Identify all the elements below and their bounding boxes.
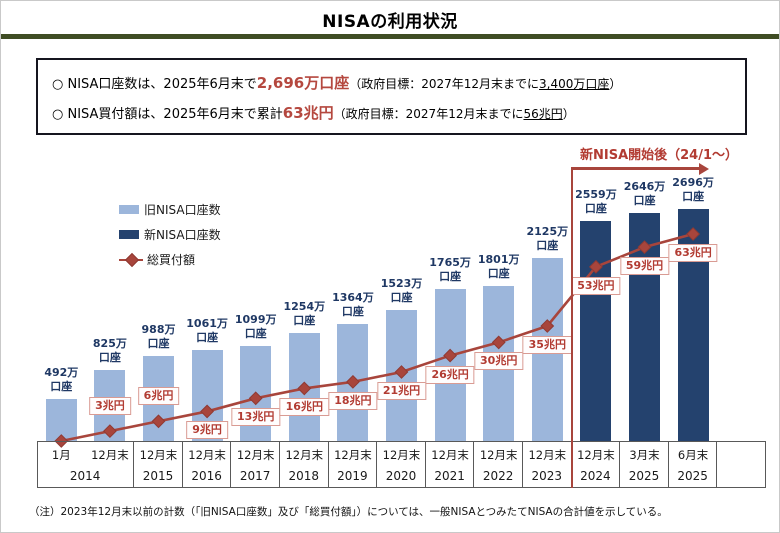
new-nisa-boundary-line: [570, 167, 574, 488]
old-nisa-swatch-icon: [119, 205, 139, 214]
axis-cell: 12月末 2020: [377, 441, 426, 488]
bar-value-label: 1801万 口座: [477, 253, 520, 281]
bar-value-label: 492万 口座: [44, 365, 79, 393]
axis-year-label: 2021: [434, 469, 465, 483]
axis-cell: 1月 12月末 2014: [37, 441, 135, 488]
new-nisa-arrow: [571, 167, 700, 170]
axis-month-label: 12月末: [91, 448, 129, 462]
axis-month-label: 12月末: [382, 448, 421, 462]
amount-label: 13兆円: [231, 408, 281, 427]
title-divider: [1, 34, 779, 39]
amount-label: 26兆円: [425, 365, 475, 384]
legend-label: 旧NISA口座数: [144, 203, 221, 217]
bar-old-nisa: [240, 346, 272, 441]
axis-month-label: 12月末: [479, 448, 518, 462]
axis-cell: 12月末 2023: [523, 441, 572, 488]
amount-label: 35兆円: [522, 336, 572, 354]
axis-cell: 12月末 2018: [280, 441, 329, 488]
axis-year-label: 2025: [628, 469, 660, 483]
axis-cell: 12月末 2016: [183, 441, 232, 488]
axis-year-label: 2020: [385, 469, 417, 483]
amount-label: 3兆円: [89, 397, 131, 416]
amount-label: 59兆円: [619, 257, 670, 276]
nisa-usage-chart: 旧NISA口座数 新NISA口座数 総買付額 新NISA開始後（24/1～） 4…: [1, 141, 780, 493]
axis-year-label: 2022: [482, 469, 514, 483]
axis-year-label: 2018: [288, 469, 320, 483]
bar-value-label: 2559万 口座: [575, 187, 617, 215]
legend-item-new-nisa: 新NISA口座数: [119, 222, 221, 247]
axis-cell: [717, 441, 766, 488]
axis-month-label: 6月末: [677, 448, 709, 462]
summary-line-accounts: ○ NISA口座数は、2025年6月末で2,696万口座（政府目標：2027年1…: [52, 73, 731, 95]
goal-text: （政府目標：2027年12月末までに3,400万口座）: [349, 77, 622, 91]
bar-new-nisa: [629, 213, 660, 441]
accounts-value: 2,696万口座: [256, 74, 350, 92]
amount-label: 21兆円: [376, 382, 427, 400]
bar-old-nisa: [45, 398, 77, 441]
bar-old-nisa: [288, 333, 320, 441]
chart-legend: 旧NISA口座数 新NISA口座数 総買付額: [119, 197, 221, 272]
amount-label: 63兆円: [668, 244, 718, 262]
axis-month-label: 3月末: [629, 448, 660, 462]
axis-year-label: 2019: [337, 469, 368, 483]
bar-old-nisa: [386, 309, 417, 441]
axis-month-label: 12月末: [285, 448, 324, 462]
amount-label: 16兆円: [279, 398, 329, 417]
summary-text: ○ NISA買付額は、2025年6月末で累計: [52, 107, 283, 122]
new-nisa-swatch-icon: [119, 230, 139, 239]
axis-cell: 12月末 2015: [134, 441, 183, 488]
new-nisa-start-annotation: 新NISA開始後（24/1～）: [580, 148, 739, 163]
axis-year-label: 2014: [69, 469, 101, 483]
page-title: NISAの利用状況: [322, 12, 458, 32]
axis-year-label: 2017: [239, 469, 271, 483]
axis-month-label: 12月末: [528, 448, 567, 462]
summary-box: ○ NISA口座数は、2025年6月末で2,696万口座（政府目標：2027年1…: [36, 58, 747, 135]
bar-old-nisa: [337, 323, 369, 441]
axis-month-label: 1月: [51, 448, 71, 462]
new-nisa-arrow-head-icon: [698, 162, 709, 175]
amount-label: 18兆円: [328, 391, 378, 410]
axis-month-label: 12月末: [577, 448, 615, 462]
axis-cell: 12月末 2019: [329, 441, 378, 488]
axis-cell: 12月末 2021: [426, 441, 475, 488]
axis-year-label: 2015: [142, 469, 174, 483]
axis-cell: 12月末 2022: [474, 441, 523, 488]
legend-label: 総買付額: [147, 253, 196, 267]
amount-label: 6兆円: [137, 387, 180, 406]
summary-line-amount: ○ NISA買付額は、2025年6月末で累計63兆円（政府目標：2027年12月…: [52, 103, 731, 125]
axis-month-label: 12月末: [139, 448, 178, 462]
bar-value-label: 2696万 口座: [672, 176, 714, 203]
amount-label: 53兆円: [571, 276, 621, 295]
axis-month-label: 12月末: [431, 448, 469, 462]
amount-label: 9兆円: [186, 421, 228, 440]
line-marker-icon: [119, 252, 143, 268]
amount-label: 30兆円: [474, 352, 524, 371]
summary-text: ○ NISA口座数は、2025年6月末で: [52, 77, 257, 92]
axis-cell: 3月末 2025: [620, 441, 669, 488]
goal-text: （政府目標：2027年12月末までに56兆円）: [333, 107, 575, 121]
axis-month-label: 12月末: [334, 448, 372, 462]
axis-year-label: 2025: [677, 469, 708, 483]
axis-cell: 6月末 2025: [669, 441, 718, 488]
axis-year-label: 2023: [531, 469, 563, 483]
bar-new-nisa: [580, 220, 612, 441]
bar-value-label: 2646万 口座: [623, 180, 666, 208]
axis-year-label: 2024: [580, 469, 611, 483]
axis-month-label: 12月末: [236, 448, 275, 462]
axis-cell: 12月末 2024: [572, 441, 621, 488]
amount-value: 63兆円: [282, 104, 334, 122]
legend-label: 新NISA口座数: [144, 228, 221, 242]
legend-item-old-nisa: 旧NISA口座数: [119, 197, 221, 222]
footnote: （注）2023年12月末以前の計数（「旧NISA口座数」及び「総買付額」）につい…: [29, 506, 668, 518]
axis-year-label: 2016: [191, 469, 222, 483]
axis-cell: 12月末 2017: [231, 441, 280, 488]
legend-item-total-purchase: 総買付額: [119, 247, 221, 272]
axis-month-label: 12月末: [188, 448, 226, 462]
